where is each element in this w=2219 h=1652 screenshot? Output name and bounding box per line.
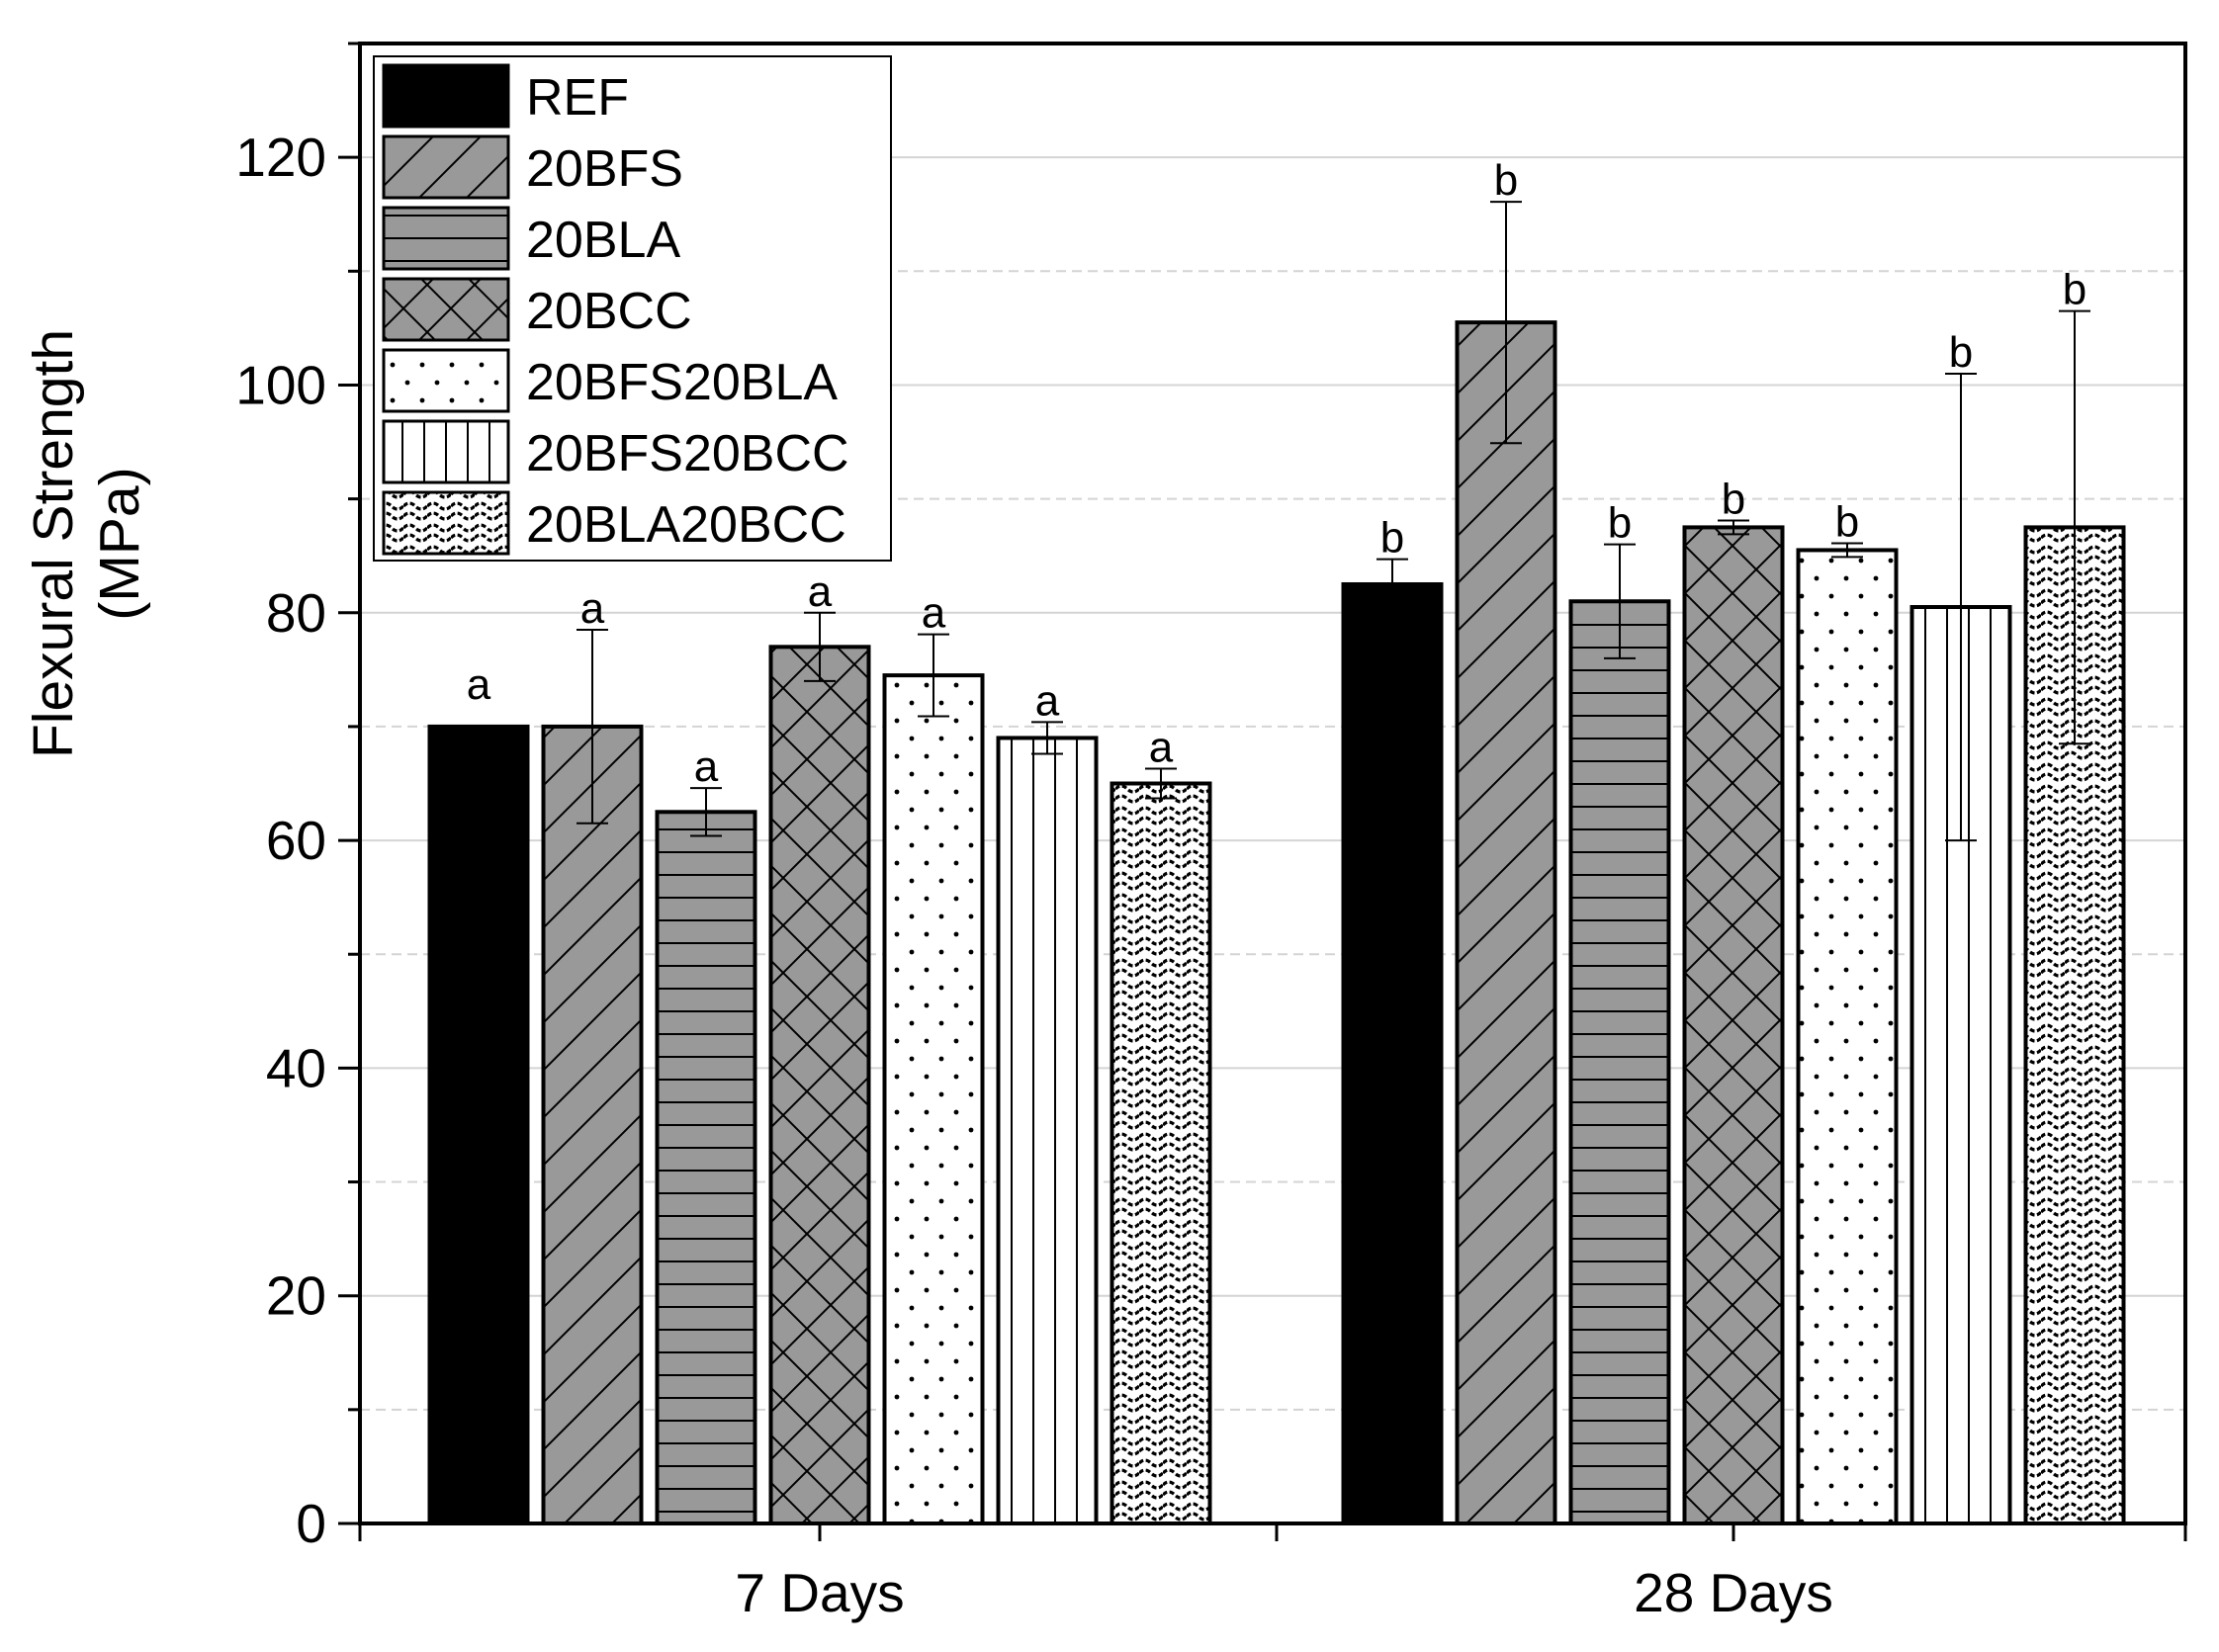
y-axis-label-line2: (MPa) xyxy=(88,467,151,620)
y-tick-label: 60 xyxy=(266,810,326,871)
legend: REF20BFS20BLA20BCC20BFS20BLA20BFS20BCC20… xyxy=(373,55,892,562)
y-tick-label: 20 xyxy=(266,1265,326,1327)
y-tick-label: 120 xyxy=(235,127,326,188)
y-tick-label: 80 xyxy=(266,582,326,644)
legend-label: REF xyxy=(526,69,629,127)
x-tick-label: 28 Days xyxy=(1634,1562,1833,1623)
bar-REF-7d xyxy=(427,724,530,1525)
y-tick-label: 0 xyxy=(296,1493,326,1554)
y-tick-label: 40 xyxy=(266,1037,326,1098)
plot-frame xyxy=(358,42,2187,1525)
legend-label: 20BLA20BCC xyxy=(526,496,846,554)
bar-REF-28d xyxy=(1341,581,1444,1525)
bar-20BFS20BLA-28d xyxy=(1796,548,1899,1525)
legend-swatch-20BLA xyxy=(382,206,510,271)
significance-label: a xyxy=(694,742,719,791)
axes: 0 20 40 60 80 100 120 7 Days 28 Days xyxy=(235,42,2187,1623)
significance-label: b xyxy=(2063,266,2086,314)
bars: a b a b a b a b a b a b a b xyxy=(427,156,2126,1525)
y-axis-label-line1: Flexural Strength xyxy=(22,329,85,758)
x-tick-label: 7 Days xyxy=(735,1562,904,1623)
bar-20BLA-7d xyxy=(655,810,757,1525)
significance-label: b xyxy=(1722,475,1745,523)
significance-label: b xyxy=(1608,499,1632,548)
bar-20BCC-28d xyxy=(1682,525,1785,1525)
significance-label: a xyxy=(1035,676,1060,725)
significance-label: a xyxy=(467,660,491,709)
significance-label: b xyxy=(1949,328,1973,377)
legend-swatch-20BFS xyxy=(382,134,510,200)
significance-label: a xyxy=(580,584,605,633)
legend-label: 20BFS20BCC xyxy=(526,425,849,482)
legend-swatch-20BCC xyxy=(382,277,510,342)
legend-swatch-REF xyxy=(382,63,510,129)
significance-label: a xyxy=(922,589,946,638)
y-tick-label: 100 xyxy=(235,354,326,415)
significance-label: b xyxy=(1494,156,1518,205)
legend-swatch-20BFS20BCC xyxy=(382,419,510,484)
legend-label: 20BFS xyxy=(526,140,683,198)
significance-label: b xyxy=(1380,514,1404,563)
legend-swatch-20BLA20BCC xyxy=(382,490,510,556)
bar-20BFS-28d xyxy=(1455,320,1557,1525)
bar-20BLA20BCC-7d xyxy=(1110,781,1212,1525)
legend-label: 20BFS20BLA xyxy=(526,354,838,411)
legend-label: 20BLA xyxy=(526,212,680,269)
legend-label: 20BCC xyxy=(526,283,692,340)
bar-20BFS20BLA-7d xyxy=(882,673,985,1525)
bar-20BCC-7d xyxy=(768,645,871,1525)
significance-label: a xyxy=(808,567,833,616)
bar-20BFS-7d xyxy=(541,724,644,1525)
legend-swatch-20BFS20BLA xyxy=(382,348,510,413)
bar-20BLA-28d xyxy=(1568,599,1671,1525)
bar-20BFS20BCC-7d xyxy=(996,736,1099,1525)
significance-label: b xyxy=(1835,498,1859,547)
significance-label: a xyxy=(1149,724,1174,772)
